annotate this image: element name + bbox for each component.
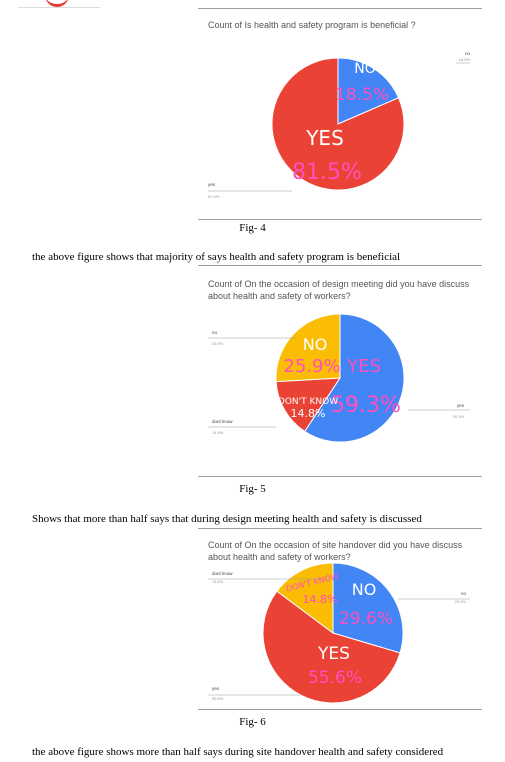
pie-slice-don-t-know bbox=[275, 377, 341, 433]
slice-value-no: 18.5% bbox=[335, 85, 389, 105]
outer-label-value: 55.6% bbox=[212, 696, 224, 701]
outer-label-name: dont know bbox=[212, 419, 233, 424]
outer-label-name: yes bbox=[457, 403, 465, 408]
body-paragraph: the above figure shows that majority of … bbox=[32, 251, 401, 263]
outer-label-name: no bbox=[212, 330, 218, 335]
chart-title: Count of Is health and safety program is… bbox=[208, 20, 416, 30]
slice-label-no: NO bbox=[352, 580, 377, 599]
pie-slice-no bbox=[332, 562, 404, 654]
top-logo-fragment bbox=[18, 0, 100, 8]
outer-label-value: 18.5% bbox=[459, 57, 471, 62]
slice-label-yes: YES bbox=[346, 356, 381, 377]
pie-slice-yes bbox=[304, 313, 405, 443]
logo-arc-icon bbox=[45, 0, 69, 7]
outer-label-value: 59.3% bbox=[453, 414, 465, 419]
outer-label-value: 14.8% bbox=[212, 430, 224, 435]
figure-caption: Fig- 5 bbox=[239, 483, 266, 495]
chart-title: Count of On the occasion of design meeti… bbox=[208, 279, 470, 301]
slice-label-yes: YES bbox=[305, 126, 344, 150]
pie-svg-fig5: no 25.9% dont know 14.8% yes 59.3% NO 25… bbox=[208, 313, 470, 443]
pie-slice-yes bbox=[262, 590, 401, 704]
slice-label-no: NO bbox=[354, 61, 376, 77]
pie-chart-fig5: Count of On the occasion of design meeti… bbox=[198, 265, 482, 477]
pie-slice-yes bbox=[271, 57, 405, 191]
pie-chart-fig6: Count of On the occasion of site handove… bbox=[198, 528, 482, 710]
pie-slice-no bbox=[337, 57, 400, 125]
slice-value-dont-know: 14.8% bbox=[291, 407, 326, 420]
outer-label-name: yes bbox=[212, 686, 220, 691]
slice-value-no: 29.6% bbox=[339, 609, 393, 629]
figure-caption: Fig- 4 bbox=[239, 222, 266, 234]
outer-label-value: 29.6% bbox=[455, 599, 467, 604]
outer-label-name: no bbox=[461, 591, 467, 596]
slice-label-yes: YES bbox=[317, 644, 350, 664]
outer-label-value: 81.5% bbox=[208, 194, 220, 199]
slice-label-no: NO bbox=[303, 335, 328, 354]
outer-label-value: 14.8% bbox=[212, 579, 224, 584]
outer-label-name: yes bbox=[208, 182, 216, 187]
slice-value-yes: 81.5% bbox=[292, 160, 362, 185]
slice-value-yes: 59.3% bbox=[331, 393, 401, 418]
pie-svg-fig4: no 18.5% yes 81.5% NO 18.5% YES 81.5% bbox=[208, 51, 471, 199]
slice-value-no: 25.9% bbox=[283, 356, 340, 377]
pie-chart-fig4: Count of Is health and safety program is… bbox=[198, 8, 482, 220]
slice-value-dont-know: 14.8% bbox=[303, 593, 338, 606]
pie-svg-fig6: dont know 14.8% no 29.6% yes 55.6% NO 29… bbox=[208, 562, 470, 704]
body-paragraph: Shows that more than half says that duri… bbox=[32, 513, 422, 525]
chart-title: Count of On the occasion of site handove… bbox=[208, 540, 463, 562]
outer-label-value: 25.9% bbox=[212, 341, 224, 346]
outer-label-name: no bbox=[465, 51, 471, 56]
slice-value-yes: 55.6% bbox=[308, 668, 362, 688]
figure-caption: Fig- 6 bbox=[239, 716, 266, 728]
pie-slice-don-t-know bbox=[276, 562, 334, 634]
body-paragraph: the above figure shows more than half sa… bbox=[32, 746, 444, 758]
pie-slice-no bbox=[275, 313, 341, 383]
outer-label-name: dont know bbox=[212, 571, 233, 576]
slice-label-dont-know: DON'T KNOW bbox=[278, 397, 338, 407]
